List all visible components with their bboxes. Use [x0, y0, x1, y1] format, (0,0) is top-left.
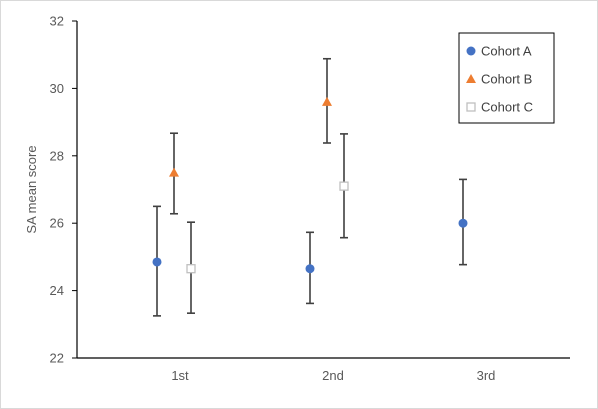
- y-tick-label: 28: [50, 148, 64, 163]
- legend-cohort-c-marker: [466, 102, 476, 112]
- error-bars: [153, 57, 467, 317]
- y-tick-label: 30: [50, 81, 64, 96]
- y-axis-title: SA mean score: [24, 145, 39, 233]
- cohort-a-marker: [458, 218, 468, 228]
- y-tick-label: 24: [50, 283, 64, 298]
- legend-cohort-b-label: Cohort B: [481, 72, 532, 87]
- legend-cohort-b-marker: [466, 74, 476, 83]
- cohort-c-marker: [339, 181, 349, 191]
- cohort-c-marker: [186, 264, 196, 274]
- legend-cohort-c-label: Cohort C: [481, 100, 533, 115]
- cohort-a-marker: [305, 264, 315, 274]
- x-tick-label: 3rd: [477, 368, 496, 383]
- axis-ticks: 22 24 26 28 30 32 1st 2nd 3rd: [50, 14, 496, 384]
- y-tick-label: 32: [50, 14, 64, 29]
- y-tick-label: 26: [50, 216, 64, 231]
- legend-cohort-a-marker: [466, 46, 476, 56]
- cohort-a-marker: [152, 257, 162, 267]
- legend: Cohort A Cohort B Cohort C: [458, 32, 555, 124]
- axes: [76, 21, 570, 359]
- legend-cohort-a-label: Cohort A: [481, 44, 532, 59]
- data-markers: [152, 96, 468, 274]
- x-tick-label: 1st: [171, 368, 189, 383]
- x-tick-label: 2nd: [322, 368, 344, 383]
- cohort-b-marker: [169, 167, 179, 177]
- cohort-b-marker: [322, 96, 332, 106]
- y-tick-label: 22: [50, 351, 64, 366]
